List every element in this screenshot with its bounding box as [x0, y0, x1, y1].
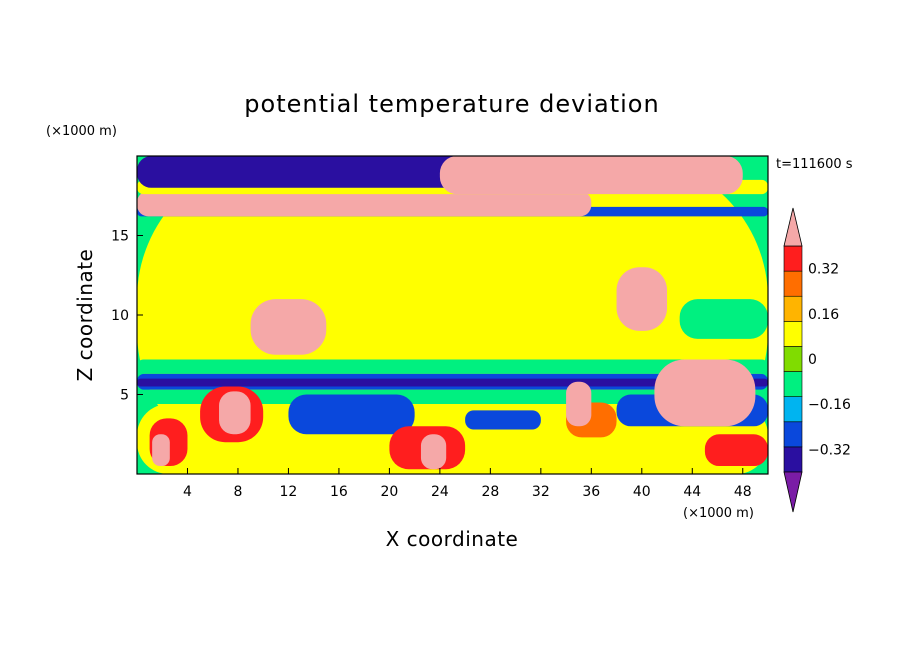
x-tick-label: 28 [481, 484, 499, 500]
contour-region [654, 359, 756, 427]
contour-region [566, 381, 592, 427]
colorbar-tick-label: 0.32 [808, 262, 839, 278]
colorbar-bin [783, 321, 803, 347]
y-unit-label: (×1000 m) [46, 124, 117, 139]
plot-area [137, 156, 768, 474]
contour-region [237, 222, 617, 300]
colorbar-tick-label: −0.32 [808, 442, 851, 458]
contour-region [288, 394, 415, 435]
x-tick-label: 40 [633, 484, 651, 500]
colorbar-bin [783, 270, 803, 297]
colorbar-bin [783, 371, 803, 397]
colorbar-bin [783, 446, 803, 473]
x-tick-label: 4 [183, 484, 192, 500]
colorbar-tick-label: −0.16 [808, 397, 851, 413]
x-tick-label: 8 [233, 484, 242, 500]
x-axis: 4 8 12 16 20 24 28 32 36 40 44 48 [183, 468, 752, 500]
colorbar-min-arrow [783, 471, 803, 513]
contour-region [679, 299, 768, 339]
contour-region [439, 156, 743, 195]
colorbar-tick-label: 0 [808, 352, 817, 368]
y-axis: 5 10 15 [111, 229, 143, 404]
colorbar-bin [783, 245, 803, 272]
colorbar-bin [783, 421, 803, 448]
contour-region [137, 190, 592, 217]
y-tick-label: 10 [111, 308, 129, 324]
colorbar-bin [783, 346, 803, 372]
x-tick-label: 48 [734, 484, 752, 500]
y-tick-label: 5 [120, 388, 129, 404]
contour-region [137, 359, 768, 374]
colorbar-tick-label: 0.16 [808, 307, 839, 323]
colorbar-max-arrow [783, 207, 803, 247]
x-tick-label: 16 [330, 484, 348, 500]
contour-region [137, 378, 768, 387]
contour-region [465, 410, 541, 430]
time-label: t=111600 s [776, 157, 853, 172]
contour-region [313, 327, 516, 358]
contour-region [152, 434, 170, 467]
contour-region [704, 434, 768, 467]
colorbar-bin [783, 295, 803, 322]
x-tick-label: 24 [431, 484, 449, 500]
x-tick-label: 12 [280, 484, 298, 500]
x-axis-title: X coordinate [386, 527, 519, 551]
y-axis-title: Z coordinate [73, 249, 97, 382]
colorbar: 0.32 0.16 0 −0.16 −0.32 [783, 207, 851, 513]
contour-region [250, 299, 327, 355]
y-tick-label: 15 [111, 229, 129, 245]
colorbar-bin [783, 396, 803, 423]
contour-region [219, 391, 251, 435]
x-tick-label: 20 [380, 484, 398, 500]
x-tick-label: 36 [582, 484, 600, 500]
x-unit-label: (×1000 m) [683, 506, 754, 521]
x-tick-label: 44 [683, 484, 701, 500]
x-tick-label: 32 [532, 484, 550, 500]
contour-region [420, 434, 447, 470]
contour-regions [137, 156, 768, 474]
chart-title: potential temperature deviation [244, 90, 659, 118]
contour-region [137, 156, 516, 188]
contour-region [616, 267, 668, 331]
